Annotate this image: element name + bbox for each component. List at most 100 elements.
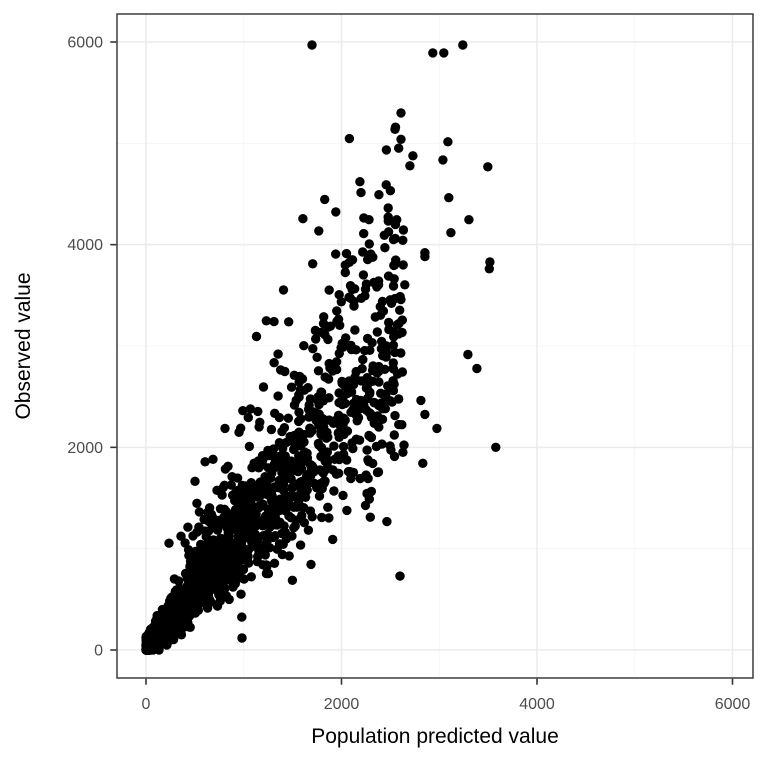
data-point (389, 430, 399, 440)
data-point (266, 487, 276, 498)
data-point (383, 227, 394, 237)
data-point (257, 517, 268, 527)
data-point (284, 511, 294, 521)
data-point (207, 512, 218, 523)
data-point (364, 431, 374, 441)
data-point (341, 248, 352, 259)
data-point (305, 394, 316, 404)
data-point (384, 324, 394, 335)
data-point (383, 203, 393, 213)
data-point (237, 532, 247, 542)
data-point (343, 466, 354, 477)
data-point (277, 426, 287, 437)
data-point (249, 458, 259, 468)
data-point (211, 537, 221, 547)
data-point (360, 291, 370, 301)
data-point (200, 457, 210, 467)
data-point (152, 635, 162, 645)
data-point (162, 636, 173, 646)
data-point (295, 540, 306, 550)
data-point (198, 545, 209, 555)
data-point (363, 254, 373, 265)
data-point (250, 529, 260, 539)
data-point (333, 314, 344, 324)
data-point (254, 546, 264, 556)
data-point (278, 285, 289, 295)
data-point (191, 577, 202, 587)
data-point (342, 455, 352, 465)
data-point (420, 251, 430, 262)
data-point (308, 259, 318, 269)
y-tick-label: 0 (94, 643, 103, 660)
data-point (295, 371, 305, 382)
data-point (295, 477, 305, 487)
data-point (355, 473, 365, 484)
data-point (212, 485, 222, 495)
data-point (372, 467, 383, 478)
x-axis-title: Population predicted value (311, 725, 559, 748)
data-point (365, 512, 375, 522)
x-axis: 0 2000 4000 6000 (142, 678, 750, 713)
data-point (243, 412, 253, 423)
data-point (298, 214, 308, 224)
data-point (313, 366, 324, 376)
data-point (303, 404, 314, 414)
data-point (258, 382, 269, 392)
data-point (358, 270, 369, 280)
data-point (180, 568, 191, 579)
data-point (273, 391, 283, 401)
data-point (299, 456, 309, 466)
data-point (416, 395, 426, 406)
data-point (290, 443, 300, 453)
data-point (384, 317, 394, 328)
data-point (301, 471, 312, 481)
data-point (324, 513, 334, 523)
data-point (237, 612, 247, 622)
y-tick-label: 2000 (67, 440, 103, 457)
data-point (446, 228, 456, 238)
data-point (174, 576, 184, 586)
data-point (234, 427, 244, 437)
data-point (360, 345, 370, 356)
data-point (244, 441, 255, 452)
data-point (398, 225, 409, 235)
data-point (362, 445, 372, 455)
data-point (418, 458, 428, 468)
data-point (359, 228, 369, 239)
data-point (374, 361, 384, 372)
data-point (238, 406, 248, 416)
data-point (274, 539, 285, 549)
data-point (381, 341, 391, 351)
data-point (287, 482, 297, 492)
data-point (241, 546, 251, 556)
data-point (318, 318, 329, 329)
data-point (294, 390, 304, 400)
data-point (262, 480, 272, 490)
data-point (323, 502, 333, 512)
data-point (358, 247, 368, 257)
data-point (398, 260, 408, 270)
data-point (184, 598, 194, 608)
data-point (328, 418, 339, 428)
data-point (283, 413, 293, 423)
data-point (390, 347, 400, 358)
data-point (398, 447, 408, 457)
data-point (405, 161, 415, 171)
data-point (218, 534, 229, 544)
data-point (168, 626, 178, 636)
data-point (345, 281, 356, 291)
data-point (314, 409, 324, 419)
data-point (312, 352, 322, 362)
data-point (328, 465, 338, 475)
data-point (263, 463, 273, 473)
data-point (250, 503, 260, 513)
data-point (286, 382, 297, 392)
data-point (372, 327, 382, 337)
data-point (320, 465, 330, 475)
data-point (317, 394, 327, 404)
data-point (284, 491, 294, 502)
data-point (314, 491, 325, 501)
data-point (233, 542, 243, 552)
data-point (243, 486, 253, 496)
data-point (398, 235, 408, 245)
